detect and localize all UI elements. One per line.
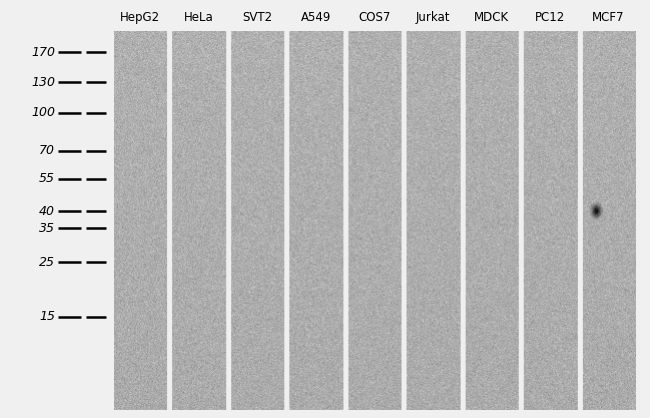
Bar [289,31,343,410]
Bar [348,31,401,410]
Text: COS7: COS7 [358,11,391,24]
Bar [406,31,460,410]
Text: 55: 55 [39,172,55,186]
Text: 40: 40 [39,204,55,217]
Text: MDCK: MDCK [474,11,509,24]
Bar [114,31,167,410]
Bar [114,31,640,410]
Text: 130: 130 [31,76,55,89]
Text: 25: 25 [39,255,55,269]
Text: PC12: PC12 [535,11,565,24]
Bar [172,31,226,410]
Text: 70: 70 [39,144,55,157]
Bar [523,31,577,410]
Text: SVT2: SVT2 [242,11,272,24]
Text: 170: 170 [31,46,55,59]
Text: A549: A549 [301,11,331,24]
Bar [231,31,284,410]
Text: 15: 15 [39,311,55,324]
Text: MCF7: MCF7 [592,11,625,24]
Bar [582,31,635,410]
Text: HepG2: HepG2 [120,11,161,24]
Text: HeLa: HeLa [184,11,214,24]
Text: Jurkat: Jurkat [415,11,450,24]
Text: 35: 35 [39,222,55,234]
Text: 100: 100 [31,106,55,119]
Bar [465,31,518,410]
